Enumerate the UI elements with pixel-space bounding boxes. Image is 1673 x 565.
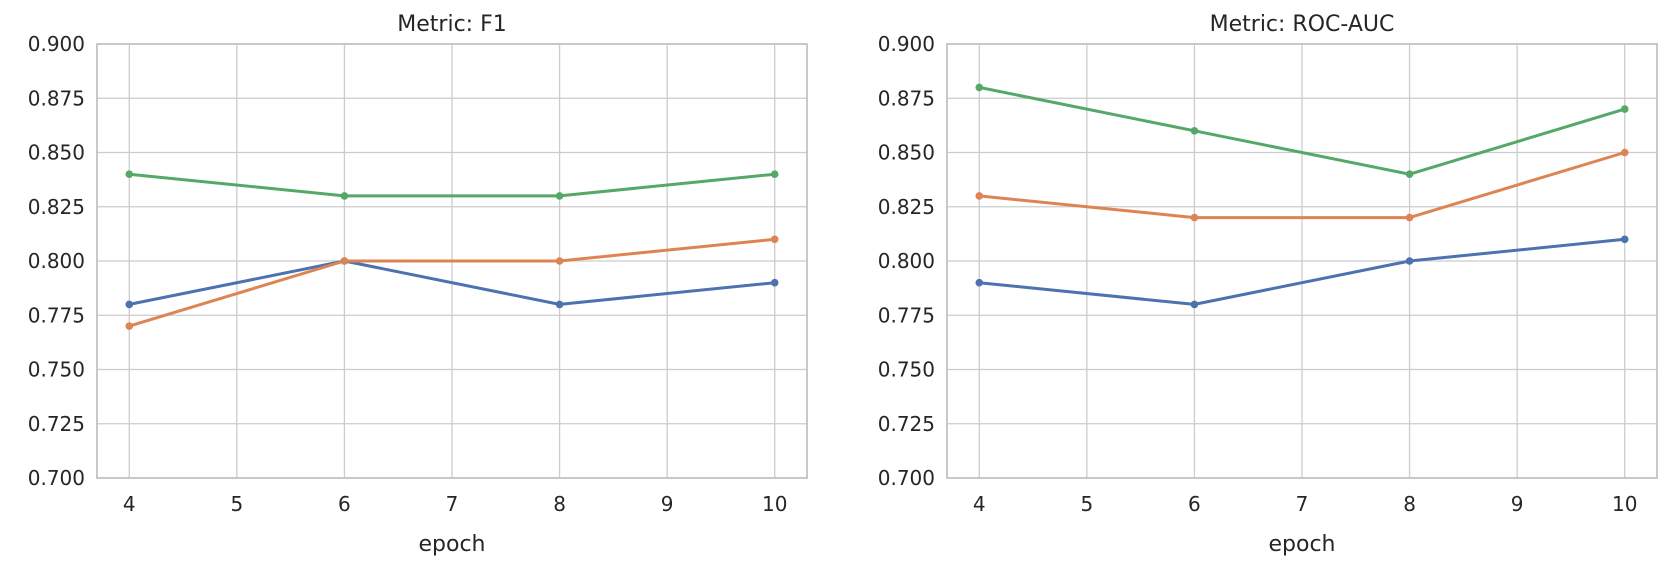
series-line-blue	[977, 237, 1627, 306]
series-line-orange	[977, 151, 1627, 220]
x-tick-label: 8	[553, 492, 566, 516]
series-marker-green	[340, 192, 349, 200]
plot-border	[96, 43, 808, 479]
series-line-orange	[127, 237, 777, 328]
x-tick-label: 5	[230, 492, 243, 516]
x-tick-label: 4	[973, 492, 986, 516]
plot-layer-f1: 0.700 0.725 0.750 0.775 0.800 0.825 0.850 0.875…	[28, 32, 808, 516]
x-tick-label: 6	[338, 492, 351, 516]
series-marker-green	[125, 170, 134, 178]
y-tick-label: 0.850	[28, 141, 85, 165]
series-marker-orange	[1405, 213, 1414, 222]
series-marker-blue	[1190, 300, 1199, 309]
y-tick-label: 0.800	[28, 249, 85, 273]
y-tick-label: 0.725	[878, 412, 935, 436]
x-axis-label-f1: epoch	[419, 532, 486, 557]
series-marker-orange	[1620, 148, 1629, 157]
y-tick-label: 0.875	[878, 86, 935, 110]
series-marker-orange	[975, 192, 984, 200]
y-tick-label: 0.750	[878, 358, 935, 382]
chart-title-roc-auc: Metric: ROC-AUC	[1210, 12, 1395, 37]
series-marker-orange	[340, 257, 349, 265]
series-marker-green	[555, 192, 564, 200]
plot-border	[946, 43, 1658, 479]
series-line-green	[977, 85, 1627, 176]
series-marker-green	[1190, 127, 1199, 135]
series-marker-orange	[1190, 213, 1199, 222]
plot-layer-roc-auc: 0.700 0.725 0.750 0.775 0.800 0.825 0.850 0.875…	[878, 32, 1658, 516]
y-tick-label: 0.775	[28, 303, 85, 327]
line-chart-roc-auc: 0.700 0.725 0.750 0.775 0.800 0.825 0.850 0.875…	[878, 12, 1658, 557]
y-tick-label: 0.700	[878, 466, 935, 490]
y-tick-label: 0.750	[28, 358, 85, 382]
series-marker-blue	[975, 278, 984, 287]
chart-panel-roc-auc: 0.700 0.725 0.750 0.775 0.800 0.825 0.850 0.875…	[836, 0, 1672, 565]
x-tick-label: 5	[1080, 492, 1093, 516]
series-marker-green	[770, 170, 779, 178]
x-axis-label-roc-auc: epoch	[1269, 532, 1336, 557]
x-tick-label: 4	[123, 492, 136, 516]
x-tick-label: 8	[1403, 492, 1416, 516]
series-marker-orange	[125, 322, 134, 330]
series-marker-blue	[125, 300, 134, 309]
x-tick-label: 9	[1511, 492, 1524, 516]
series-marker-blue	[555, 300, 564, 309]
series-marker-blue	[1405, 257, 1414, 265]
chart-panel-f1: 0.700 0.725 0.750 0.775 0.800 0.825 0.850 0.875…	[0, 0, 836, 565]
y-tick-label: 0.875	[28, 86, 85, 110]
y-tick-label: 0.900	[878, 32, 935, 56]
y-tick-label: 0.700	[28, 466, 85, 490]
series-marker-blue	[1620, 235, 1629, 244]
y-tick-label: 0.725	[28, 412, 85, 436]
y-tick-label: 0.900	[28, 32, 85, 56]
series-marker-green	[1620, 105, 1629, 113]
y-tick-label: 0.825	[878, 195, 935, 219]
series-line-blue	[127, 259, 777, 306]
chart-title-f1: Metric: F1	[397, 12, 506, 37]
y-tick-label: 0.800	[878, 249, 935, 273]
y-tick-label: 0.825	[28, 195, 85, 219]
series-line-green	[127, 172, 777, 198]
x-tick-label: 7	[1296, 492, 1309, 516]
x-tick-label: 7	[446, 492, 459, 516]
x-tick-label: 10	[1612, 492, 1637, 516]
y-tick-label: 0.775	[878, 303, 935, 327]
series-marker-green	[975, 83, 984, 92]
series-marker-orange	[770, 235, 779, 244]
series-marker-blue	[770, 278, 779, 287]
series-marker-green	[1405, 170, 1414, 178]
x-tick-label: 6	[1188, 492, 1201, 516]
series-marker-orange	[555, 257, 564, 265]
line-chart-f1: 0.700 0.725 0.750 0.775 0.800 0.825 0.850 0.875…	[28, 12, 808, 557]
x-tick-label: 9	[661, 492, 674, 516]
x-tick-label: 10	[762, 492, 787, 516]
y-tick-label: 0.850	[878, 141, 935, 165]
